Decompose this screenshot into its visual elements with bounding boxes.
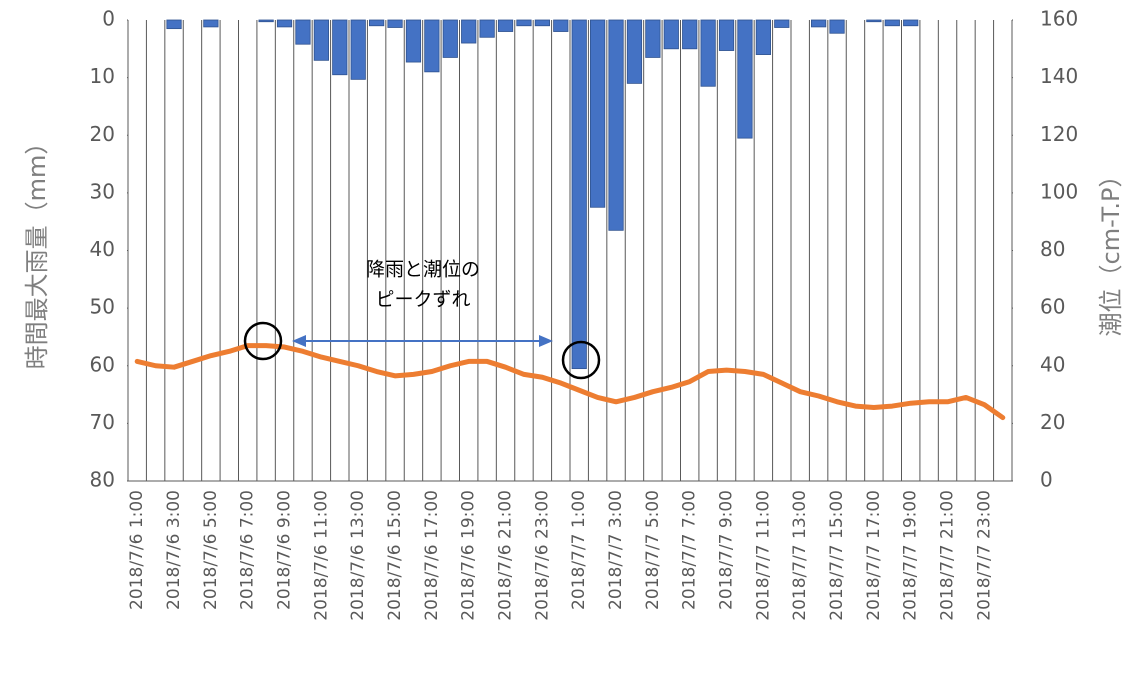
highlight-circle: [243, 321, 283, 361]
y2-tick-label: 40: [1040, 352, 1065, 376]
bar: [479, 19, 495, 38]
bar: [276, 19, 293, 28]
x-tick-label: 2018/7/7 21:00: [938, 490, 958, 621]
x-tick-label: 2018/7/7 13:00: [790, 490, 810, 621]
y2-tick-label: 160: [1040, 7, 1078, 31]
y-tick-label: 0: [102, 7, 115, 31]
y-tick-label: 30: [90, 179, 115, 203]
bar: [645, 19, 661, 58]
x-tick-label: 2018/7/6 7:00: [238, 490, 258, 610]
x-tick-label: 2018/7/6 1:00: [127, 490, 147, 610]
bar: [258, 19, 274, 23]
bar: [369, 19, 385, 27]
bar: [590, 19, 606, 208]
bar: [700, 19, 716, 87]
x-tick-label: 2018/7/6 15:00: [385, 490, 405, 621]
y-tick-label: 10: [90, 64, 115, 88]
bar: [387, 19, 403, 28]
y2-tick-label: 60: [1040, 295, 1065, 319]
x-tick-label: 2018/7/7 17:00: [864, 490, 884, 621]
bar: [516, 19, 532, 27]
bar: [405, 19, 422, 63]
y2-axis-label: 潮位（cm-T.P）: [1097, 164, 1125, 337]
highlight-circle: [561, 340, 601, 380]
x-tick-label: 2018/7/7 5:00: [643, 490, 663, 610]
x-tick-label: 2018/7/6 17:00: [422, 490, 442, 621]
bar: [884, 19, 900, 27]
y-tick-label: 50: [90, 295, 115, 319]
bar: [203, 19, 219, 28]
bar: [829, 19, 845, 34]
arrow-head: [539, 335, 553, 347]
x-tick-label: 2018/7/7 3:00: [606, 490, 626, 610]
x-tick-label: 2018/7/7 1:00: [569, 490, 589, 610]
y2-tick-label: 100: [1040, 179, 1078, 203]
y2-tick-label: 120: [1040, 122, 1078, 146]
bar: [903, 19, 919, 27]
y-tick-label: 70: [90, 410, 115, 434]
x-tick-label: 2018/7/6 19:00: [459, 490, 479, 621]
x-tick-label: 2018/7/7 19:00: [901, 490, 921, 621]
bar: [332, 19, 348, 76]
bar: [553, 19, 569, 32]
bar: [313, 19, 329, 61]
y-tick-label: 80: [90, 468, 115, 492]
x-tick-label: 2018/7/7 9:00: [717, 490, 737, 610]
annotation: ピークずれ: [375, 289, 470, 311]
y-axis-label: 時間最大雨量（mm）: [23, 131, 51, 370]
bar: [295, 19, 311, 45]
bar: [571, 19, 587, 370]
y2-tick-label: 0: [1040, 468, 1053, 492]
x-tick-label: 2018/7/7 7:00: [680, 490, 700, 610]
bar: [755, 19, 771, 55]
x-tick-label: 2018/7/6 3:00: [164, 490, 184, 610]
bar: [442, 19, 458, 58]
x-tick-label: 2018/7/6 21:00: [496, 490, 516, 621]
bar: [534, 19, 550, 27]
y-tick-label: 40: [90, 237, 115, 261]
bar: [626, 19, 643, 84]
y2-tick-label: 80: [1040, 237, 1065, 261]
bar: [497, 19, 514, 32]
bar: [461, 19, 477, 44]
x-tick-label: 2018/7/6 5:00: [201, 490, 221, 610]
y2-tick-label: 20: [1040, 410, 1065, 434]
bar: [737, 19, 753, 139]
x-tick-label: 2018/7/6 11:00: [311, 490, 331, 621]
y-tick-label: 60: [90, 352, 115, 376]
x-tick-label: 2018/7/6 9:00: [275, 490, 295, 610]
x-tick-label: 2018/7/7 11:00: [753, 490, 773, 621]
bar: [350, 19, 366, 80]
x-tick-label: 2018/7/7 15:00: [827, 490, 847, 621]
bar: [424, 19, 440, 73]
bar: [608, 19, 624, 231]
bar: [166, 19, 182, 30]
y2-tick-label: 140: [1040, 64, 1078, 88]
y-tick-label: 20: [90, 122, 115, 146]
bar: [811, 19, 827, 28]
bar: [774, 19, 790, 28]
bar: [663, 19, 679, 50]
bar: [866, 19, 882, 23]
bar: [718, 19, 735, 51]
x-tick-label: 2018/7/6 13:00: [348, 490, 368, 621]
x-tick-label: 2018/7/6 23:00: [532, 490, 552, 621]
bar: [682, 19, 698, 50]
x-tick-label: 2018/7/7 23:00: [974, 490, 994, 621]
tide-line: [134, 343, 1006, 421]
arrow-head: [292, 335, 306, 347]
annotation: 降雨と潮位の: [366, 259, 480, 281]
